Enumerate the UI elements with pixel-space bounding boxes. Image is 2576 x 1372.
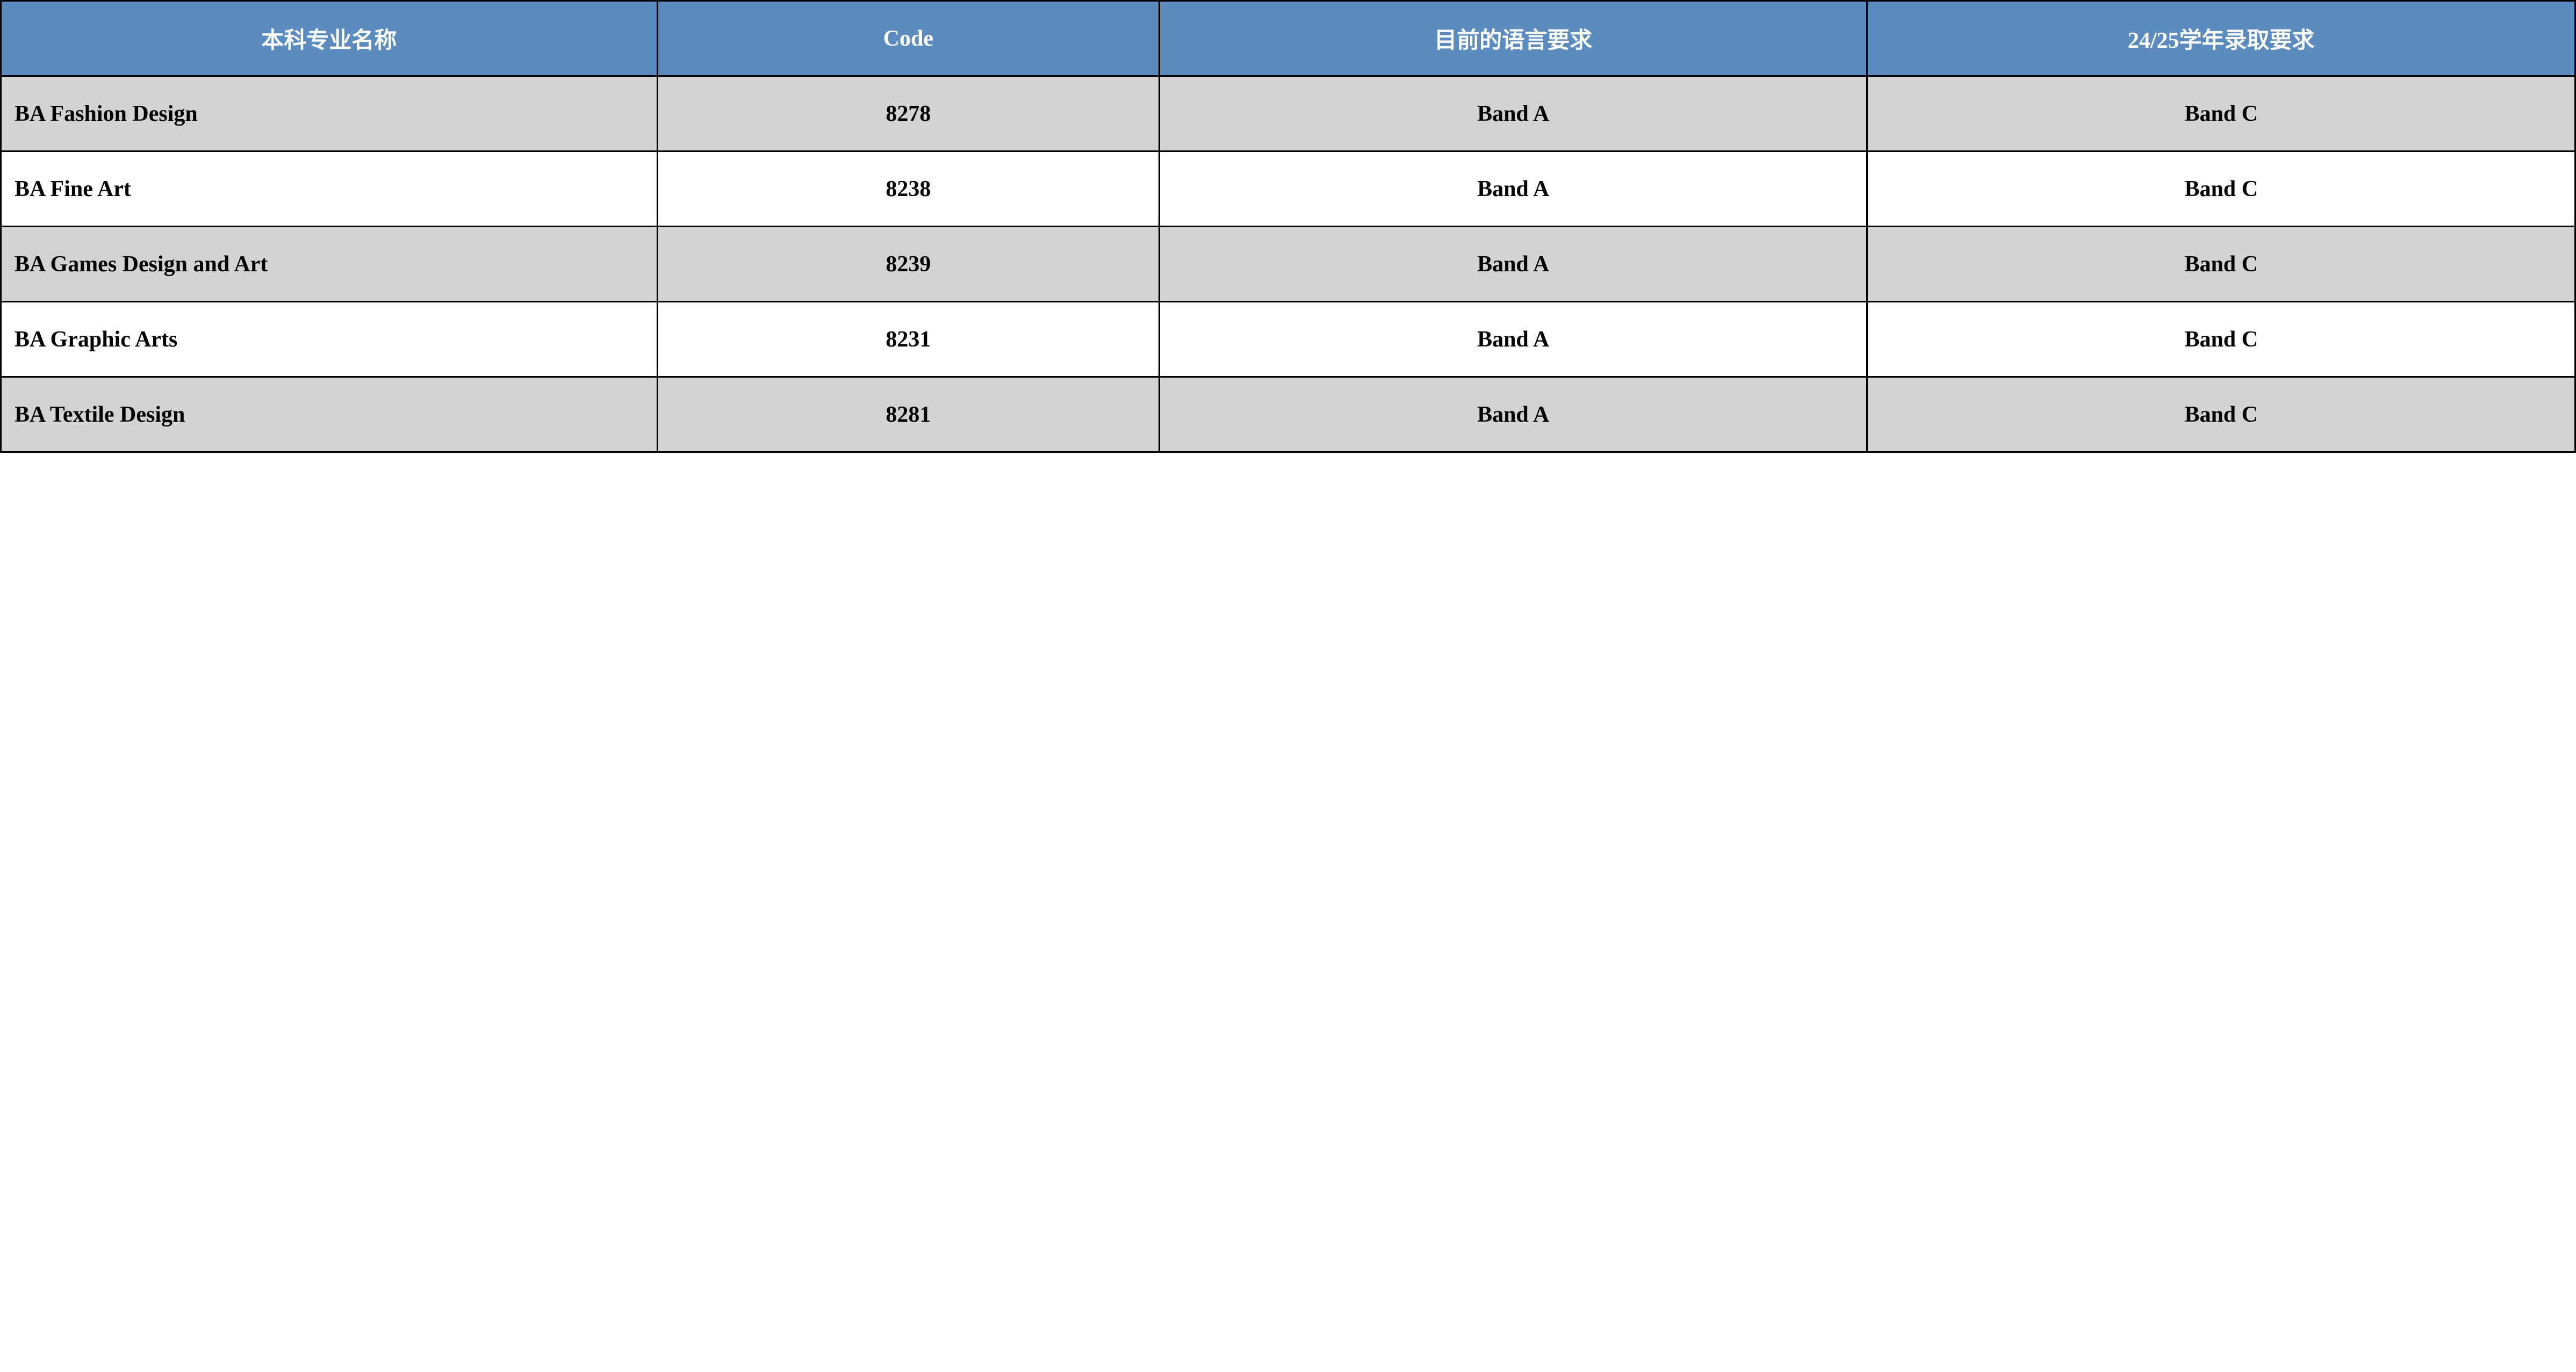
column-header-next-year-req: 24/25学年录取要求 xyxy=(1867,1,2575,76)
cell-current-lang: Band A xyxy=(1159,76,1867,151)
cell-current-lang: Band A xyxy=(1159,302,1867,377)
table-header-row: 本科专业名称 Code 目前的语言要求 24/25学年录取要求 xyxy=(1,1,2575,76)
cell-program-name: BA Fine Art xyxy=(1,151,658,227)
cell-current-lang: Band A xyxy=(1159,151,1867,227)
requirements-table-container: 本科专业名称 Code 目前的语言要求 24/25学年录取要求 BA Fashi… xyxy=(0,0,2576,453)
table-row: BA Games Design and Art 8239 Band A Band… xyxy=(1,227,2575,302)
column-header-code: Code xyxy=(657,1,1159,76)
cell-next-year-req: Band C xyxy=(1867,302,2575,377)
cell-code: 8238 xyxy=(657,151,1159,227)
cell-program-name: BA Textile Design xyxy=(1,377,658,452)
cell-program-name: BA Fashion Design xyxy=(1,76,658,151)
table-row: BA Fine Art 8238 Band A Band C xyxy=(1,151,2575,227)
table-row: BA Graphic Arts 8231 Band A Band C xyxy=(1,302,2575,377)
cell-code: 8231 xyxy=(657,302,1159,377)
requirements-table: 本科专业名称 Code 目前的语言要求 24/25学年录取要求 BA Fashi… xyxy=(0,0,2576,453)
cell-code: 8239 xyxy=(657,227,1159,302)
table-row: BA Textile Design 8281 Band A Band C xyxy=(1,377,2575,452)
column-header-current-lang: 目前的语言要求 xyxy=(1159,1,1867,76)
cell-next-year-req: Band C xyxy=(1867,377,2575,452)
cell-current-lang: Band A xyxy=(1159,227,1867,302)
cell-program-name: BA Graphic Arts xyxy=(1,302,658,377)
cell-current-lang: Band A xyxy=(1159,377,1867,452)
cell-next-year-req: Band C xyxy=(1867,151,2575,227)
cell-program-name: BA Games Design and Art xyxy=(1,227,658,302)
cell-next-year-req: Band C xyxy=(1867,76,2575,151)
cell-code: 8281 xyxy=(657,377,1159,452)
cell-next-year-req: Band C xyxy=(1867,227,2575,302)
column-header-name: 本科专业名称 xyxy=(1,1,658,76)
cell-code: 8278 xyxy=(657,76,1159,151)
table-row: BA Fashion Design 8278 Band A Band C xyxy=(1,76,2575,151)
